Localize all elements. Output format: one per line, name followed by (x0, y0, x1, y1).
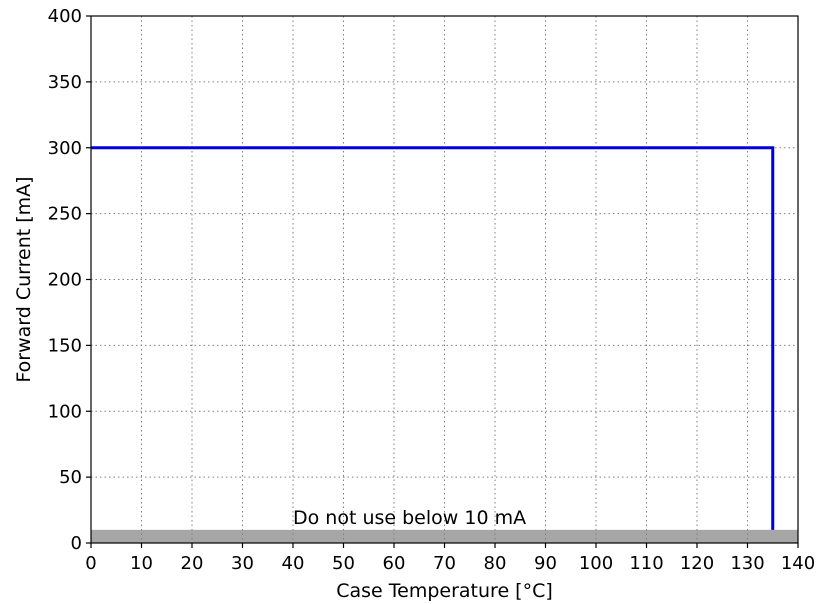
y-tick-label: 50 (59, 467, 82, 488)
x-tick-label: 100 (579, 553, 613, 574)
shaded-region (91, 529, 798, 543)
x-tick-label: 110 (629, 553, 663, 574)
x-tick-label: 70 (433, 553, 456, 574)
x-tick-label: 60 (383, 553, 406, 574)
x-tick-label: 40 (282, 553, 305, 574)
x-tick-label: 50 (332, 553, 355, 574)
x-tick-label: 10 (130, 553, 153, 574)
y-tick-label: 250 (48, 204, 82, 225)
x-tick-label: 120 (680, 553, 714, 574)
x-tick-label: 30 (231, 553, 254, 574)
y-tick-label: 150 (48, 335, 82, 356)
plot-frame (90, 15, 799, 544)
y-tick-label: 400 (48, 6, 82, 27)
y-axis-label: Forward Current [mA] (13, 176, 35, 382)
x-tick-label: 130 (730, 553, 764, 574)
x-tick-label: 140 (781, 553, 815, 574)
x-tick-label: 20 (181, 553, 204, 574)
y-tick-label: 350 (48, 72, 82, 93)
x-axis-label: Case Temperature [°C] (336, 580, 553, 602)
y-tick-label: 0 (71, 533, 82, 554)
annotation-label: Do not use below 10 mA (293, 507, 526, 529)
y-tick-label: 200 (48, 270, 82, 291)
x-tick-label: 80 (484, 553, 507, 574)
y-tick-label: 300 (48, 138, 82, 159)
x-tick-label: 0 (85, 553, 96, 574)
x-tick-label: 90 (534, 553, 557, 574)
y-tick-label: 100 (48, 401, 82, 422)
series-line (91, 146, 775, 530)
